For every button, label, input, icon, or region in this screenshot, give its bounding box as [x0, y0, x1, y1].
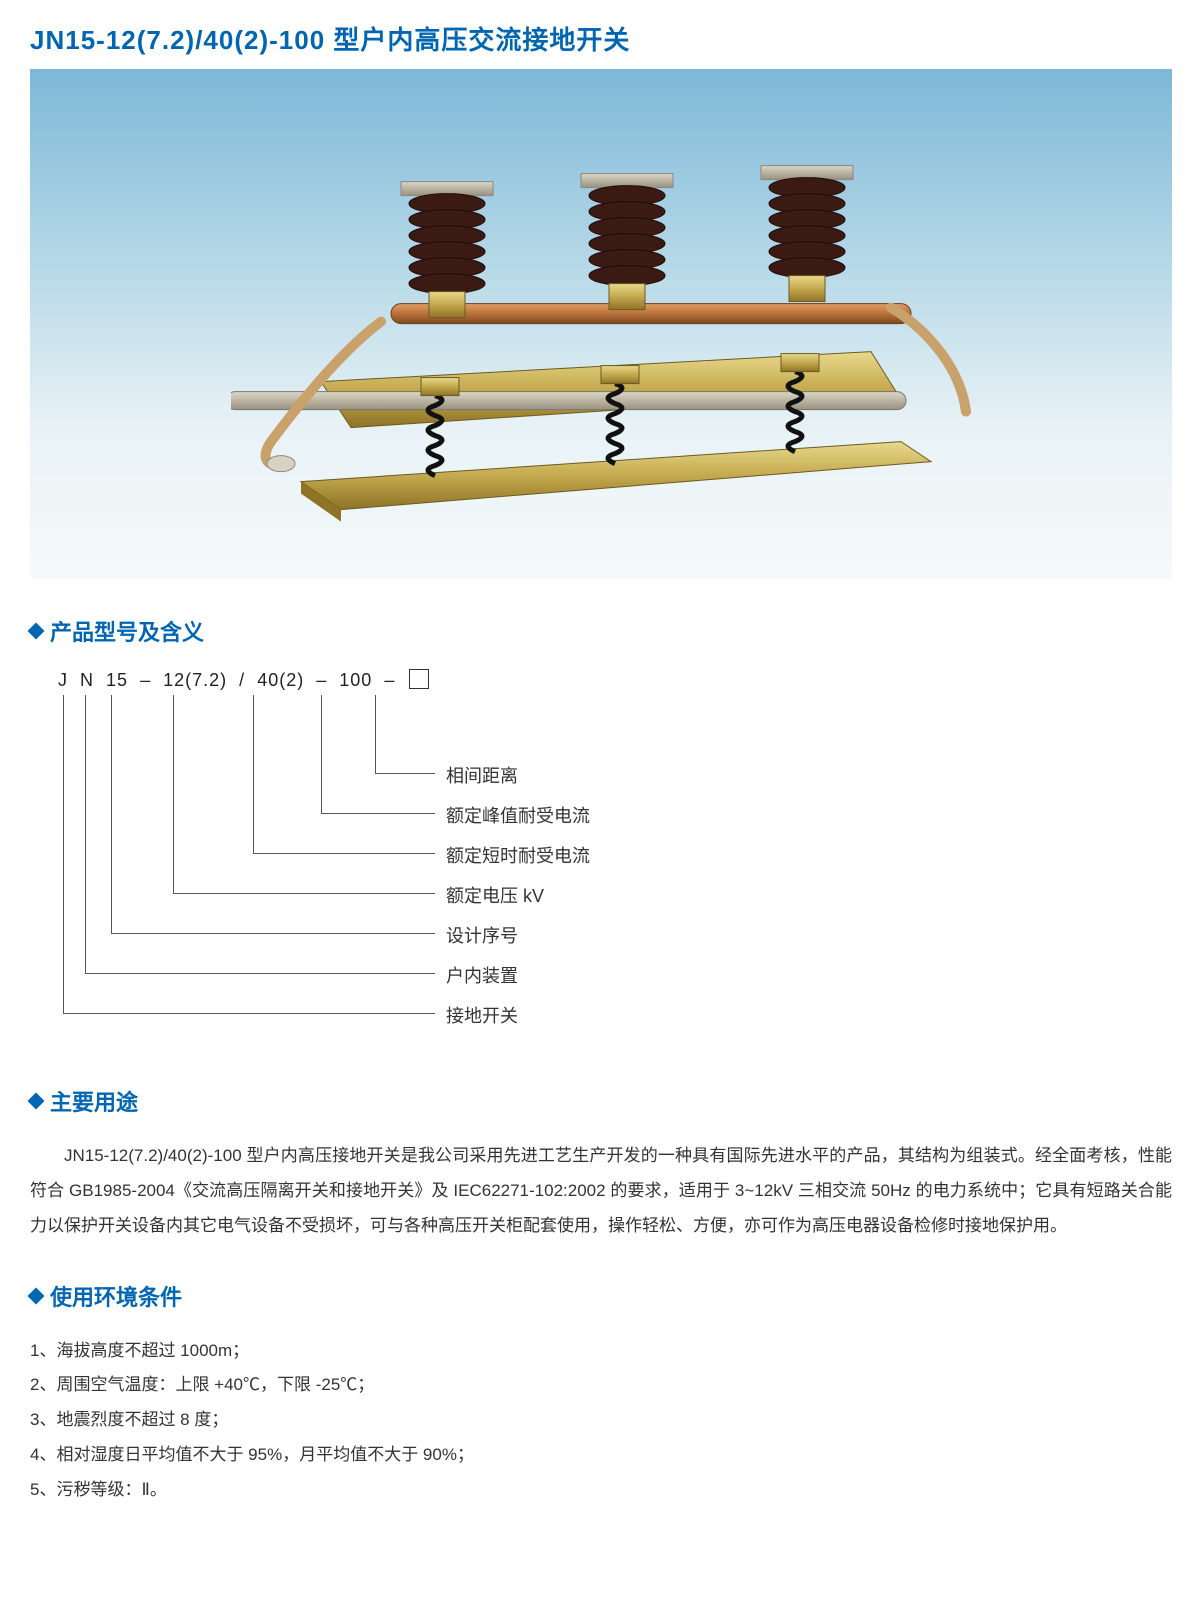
diagram-label-ground-switch: 接地开关 — [446, 1002, 518, 1028]
code-dash: – — [140, 670, 151, 690]
page-title: JN15-12(7.2)/40(2)-100 型户内高压交流接地开关 — [30, 20, 1172, 57]
code-slash: / — [239, 670, 245, 690]
code-part-box — [409, 669, 429, 689]
code-part-n: N — [80, 670, 94, 690]
code-part-12: 12(7.2) — [163, 670, 227, 690]
list-item: 3、地震烈度不超过 8 度； — [30, 1403, 1172, 1438]
section-title-env: 使用环境条件 — [30, 1280, 1172, 1312]
model-code-string: J N 15 – 12(7.2) / 40(2) – 100 – — [58, 669, 429, 691]
diagram-label-peak-current: 额定峰值耐受电流 — [446, 802, 590, 828]
code-part-100: 100 — [339, 670, 372, 690]
model-number-diagram: J N 15 – 12(7.2) / 40(2) – 100 – 相间距离 — [58, 669, 1172, 1049]
list-item: 1、海拔高度不超过 1000m； — [30, 1334, 1172, 1369]
section-title-model-text: 产品型号及含义 — [50, 615, 204, 647]
diagram-label-design-no: 设计序号 — [446, 922, 518, 948]
code-part-15: 15 — [106, 670, 128, 690]
diamond-icon — [28, 623, 45, 640]
code-dash: – — [316, 670, 327, 690]
list-item: 2、周围空气温度：上限 +40℃，下限 -25℃； — [30, 1368, 1172, 1403]
section-title-model: 产品型号及含义 — [30, 615, 1172, 647]
usage-paragraph: JN15-12(7.2)/40(2)-100 型户内高压接地开关是我公司采用先进… — [30, 1139, 1172, 1244]
list-item: 4、相对湿度日平均值不大于 95%，月平均值不大于 90%； — [30, 1438, 1172, 1473]
code-part-40: 40(2) — [257, 670, 304, 690]
section-title-usage-text: 主要用途 — [50, 1085, 138, 1117]
diamond-icon — [28, 1287, 45, 1304]
product-hero-image — [30, 69, 1172, 579]
section-title-usage: 主要用途 — [30, 1085, 1172, 1117]
section-title-env-text: 使用环境条件 — [50, 1280, 182, 1312]
list-item: 5、污秽等级：Ⅱ。 — [30, 1473, 1172, 1508]
diagram-label-short-current: 额定短时耐受电流 — [446, 842, 590, 868]
diagram-label-phase-distance: 相间距离 — [446, 762, 518, 788]
code-dash: – — [384, 670, 395, 690]
product-illustration — [231, 142, 971, 522]
code-part-j: J — [58, 670, 68, 690]
diamond-icon — [28, 1093, 45, 1110]
diagram-label-indoor: 户内装置 — [446, 962, 518, 988]
env-conditions-list: 1、海拔高度不超过 1000m； 2、周围空气温度：上限 +40℃，下限 -25… — [30, 1334, 1172, 1508]
diagram-label-rated-voltage: 额定电压 kV — [446, 882, 544, 908]
